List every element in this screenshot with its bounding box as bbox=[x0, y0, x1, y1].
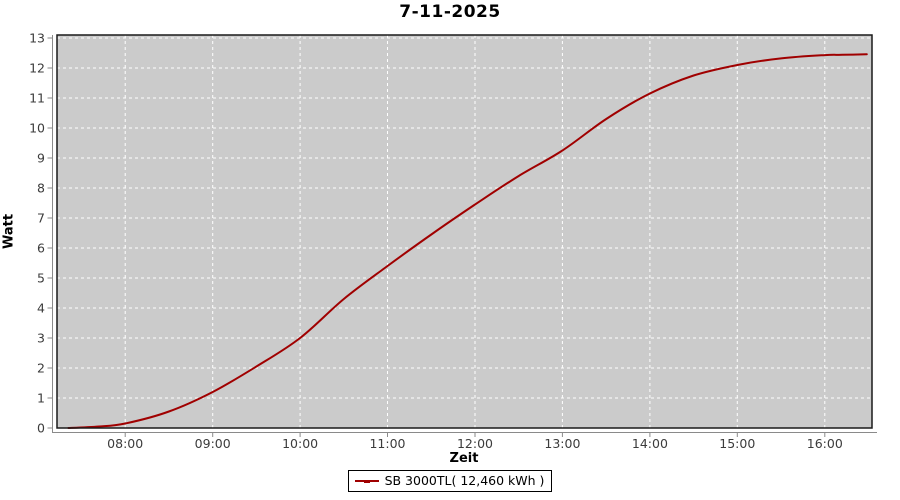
y-tick-label: 3 bbox=[37, 331, 45, 346]
x-tick-label: 15:00 bbox=[719, 436, 755, 451]
x-tick-label: 09:00 bbox=[195, 436, 231, 451]
x-tick-label: 11:00 bbox=[369, 436, 405, 451]
y-tick-label: 5 bbox=[37, 271, 45, 286]
y-axis-title: Watt bbox=[1, 213, 17, 250]
y-tick-label: 11 bbox=[29, 91, 45, 106]
legend: SB 3000TL( 12,460 kWh ) bbox=[0, 470, 900, 494]
y-tick-label: 7 bbox=[37, 211, 45, 226]
y-tick-label: 8 bbox=[37, 181, 45, 196]
axis-line bbox=[52, 35, 877, 433]
y-tick-label: 13 bbox=[29, 31, 45, 46]
series-line bbox=[67, 53, 868, 429]
x-axis-title: Zeit bbox=[449, 451, 479, 466]
x-tick-label: 14:00 bbox=[632, 436, 668, 451]
x-tick-label: 08:00 bbox=[107, 436, 143, 451]
y-tick-label: 4 bbox=[37, 301, 45, 316]
chart-title: 7-11-2025 bbox=[399, 2, 501, 22]
y-tick-label: 12 bbox=[29, 61, 45, 76]
x-tick-label: 16:00 bbox=[807, 436, 843, 451]
y-tick-label: 6 bbox=[37, 241, 45, 256]
plot-border bbox=[56, 34, 873, 429]
y-tick-label: 0 bbox=[37, 421, 45, 436]
y-tick-label: 9 bbox=[37, 151, 45, 166]
x-tick-label: 13:00 bbox=[544, 436, 580, 451]
plot-background bbox=[57, 35, 872, 428]
legend-label: SB 3000TL( 12,460 kWh ) bbox=[384, 473, 545, 488]
legend-box: SB 3000TL( 12,460 kWh ) bbox=[347, 470, 553, 492]
y-tick-label: 1 bbox=[37, 391, 45, 406]
x-tick-label: 10:00 bbox=[282, 436, 318, 451]
x-tick-label: 12:00 bbox=[457, 436, 493, 451]
y-tick-label: 2 bbox=[37, 361, 45, 376]
y-tick-label: 10 bbox=[29, 121, 45, 136]
legend-line-icon bbox=[354, 476, 380, 486]
